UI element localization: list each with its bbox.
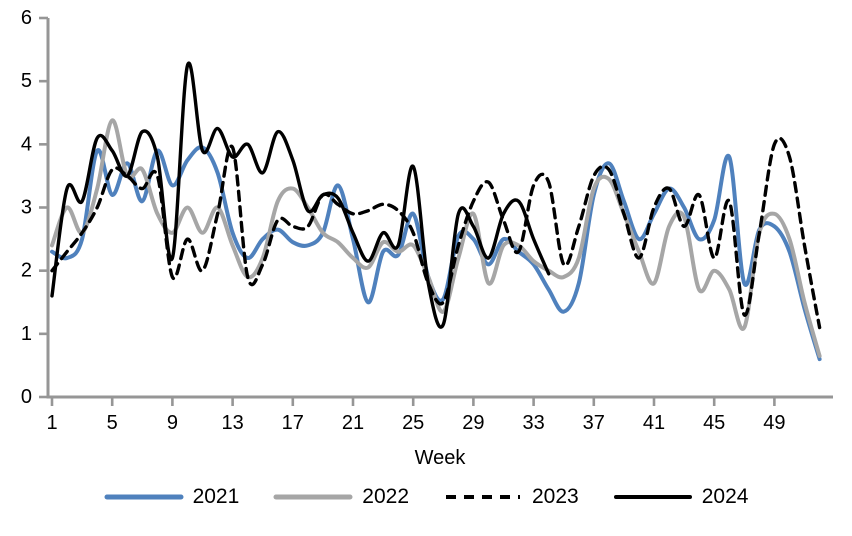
legend-label-2022: 2022 <box>362 485 409 508</box>
y-axis-tick-label: 2 <box>21 260 32 282</box>
x-axis-tick-label: 9 <box>167 412 178 434</box>
x-axis-tick-label: 21 <box>342 412 364 434</box>
y-axis-tick-label: 1 <box>21 323 32 345</box>
y-axis-tick-label: 4 <box>21 133 32 155</box>
series-line-2021 <box>50 145 822 362</box>
legend-item-2024: 2024 <box>613 485 749 509</box>
x-axis-tick-label: 1 <box>46 412 57 434</box>
legend-swatch-2022 <box>273 494 353 500</box>
y-axis-tick-label: 5 <box>21 70 32 92</box>
series-line-2023 <box>50 136 822 330</box>
x-axis-tick-label: 25 <box>402 412 424 434</box>
legend-swatch-2024 <box>613 495 692 499</box>
x-axis-tick-label: 33 <box>522 412 544 434</box>
legend-item-2022: 2022 <box>273 485 409 509</box>
x-axis-tick-label: 5 <box>107 412 118 434</box>
legend-swatch-2021 <box>104 494 184 500</box>
x-axis-tick-label: 29 <box>462 412 484 434</box>
y-axis-tick-label: 3 <box>21 197 32 219</box>
chart-legend: 2021 2022 2023 2024 <box>0 485 852 509</box>
legend-swatch-2023 <box>446 495 520 499</box>
legend-label-2021: 2021 <box>192 485 240 508</box>
y-axis-tick-label: 0 <box>21 386 32 408</box>
legend-label-2023: 2023 <box>532 485 579 508</box>
x-axis-title: Week <box>414 447 466 469</box>
x-axis-tick-label: 41 <box>643 412 665 434</box>
legend-label-2024: 2024 <box>701 485 749 508</box>
x-axis-tick-label: 45 <box>703 412 725 434</box>
series-line-2022 <box>50 118 822 358</box>
x-axis-tick-label: 17 <box>282 412 304 434</box>
legend-item-2023: 2023 <box>443 485 579 509</box>
x-axis-tick-label: 13 <box>221 412 243 434</box>
x-axis-tick-label: 37 <box>583 412 605 434</box>
series-line-2024 <box>50 61 551 329</box>
x-axis-tick-label: 49 <box>763 412 785 434</box>
y-axis-tick-label: 6 <box>21 7 32 29</box>
legend-item-2021: 2021 <box>104 485 240 509</box>
